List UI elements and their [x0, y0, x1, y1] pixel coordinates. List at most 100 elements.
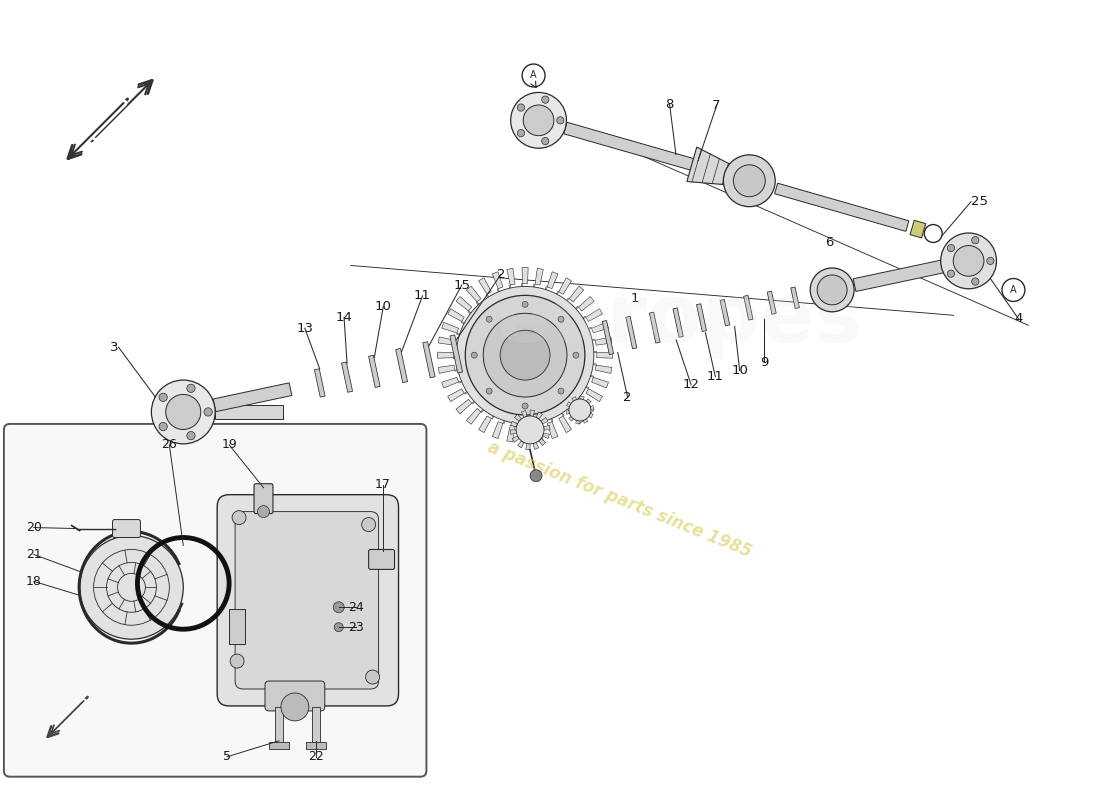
Polygon shape	[513, 436, 519, 442]
Circle shape	[280, 693, 309, 721]
Polygon shape	[522, 267, 528, 283]
Polygon shape	[472, 401, 475, 404]
Polygon shape	[535, 268, 543, 285]
Polygon shape	[575, 306, 579, 309]
Polygon shape	[492, 416, 494, 419]
Polygon shape	[368, 355, 381, 387]
Polygon shape	[551, 418, 553, 422]
Polygon shape	[542, 433, 550, 438]
Polygon shape	[563, 122, 703, 173]
Polygon shape	[453, 358, 456, 359]
Polygon shape	[597, 352, 613, 358]
Polygon shape	[459, 381, 462, 383]
Text: a passion for parts since 1985: a passion for parts since 1985	[485, 438, 755, 561]
Circle shape	[522, 403, 528, 409]
Text: 19: 19	[221, 438, 236, 451]
Polygon shape	[534, 442, 539, 450]
Circle shape	[530, 470, 542, 482]
Polygon shape	[503, 421, 505, 424]
Polygon shape	[450, 335, 463, 373]
Polygon shape	[543, 426, 550, 430]
Circle shape	[817, 275, 847, 305]
Circle shape	[940, 233, 997, 289]
Circle shape	[510, 93, 566, 148]
Polygon shape	[442, 322, 459, 333]
Polygon shape	[586, 389, 603, 402]
Circle shape	[257, 506, 270, 518]
Text: 20: 20	[26, 521, 42, 534]
Polygon shape	[586, 309, 603, 322]
Circle shape	[471, 352, 477, 358]
FancyBboxPatch shape	[235, 512, 378, 689]
Polygon shape	[588, 414, 593, 418]
Polygon shape	[466, 286, 481, 302]
Polygon shape	[583, 316, 586, 318]
Circle shape	[558, 388, 564, 394]
Polygon shape	[580, 396, 584, 399]
Polygon shape	[213, 383, 292, 412]
Polygon shape	[575, 420, 580, 424]
Polygon shape	[456, 333, 460, 335]
Text: 18: 18	[26, 575, 42, 588]
Polygon shape	[595, 365, 612, 374]
FancyBboxPatch shape	[265, 681, 324, 711]
Polygon shape	[579, 399, 594, 414]
Polygon shape	[566, 402, 571, 406]
Polygon shape	[686, 147, 741, 186]
Circle shape	[541, 96, 549, 103]
Polygon shape	[571, 406, 574, 409]
Polygon shape	[438, 365, 455, 374]
Circle shape	[558, 316, 564, 322]
Text: 8: 8	[666, 98, 674, 111]
Polygon shape	[315, 369, 326, 397]
Polygon shape	[526, 443, 530, 450]
Polygon shape	[539, 422, 541, 426]
Circle shape	[486, 316, 492, 322]
Circle shape	[232, 510, 246, 525]
Polygon shape	[478, 278, 492, 294]
Text: 15: 15	[453, 278, 471, 291]
Polygon shape	[572, 397, 576, 401]
Circle shape	[517, 130, 525, 137]
Polygon shape	[767, 291, 777, 314]
Circle shape	[465, 295, 585, 415]
Circle shape	[524, 105, 554, 136]
Circle shape	[811, 268, 854, 312]
Polygon shape	[603, 321, 614, 354]
Polygon shape	[626, 316, 637, 349]
Polygon shape	[535, 426, 543, 442]
Polygon shape	[456, 399, 472, 414]
Circle shape	[954, 246, 983, 276]
Polygon shape	[530, 410, 535, 416]
Polygon shape	[438, 352, 453, 358]
Polygon shape	[570, 409, 584, 424]
Text: 14: 14	[336, 311, 352, 324]
Circle shape	[734, 165, 766, 197]
Text: 10: 10	[375, 300, 392, 313]
Circle shape	[333, 602, 344, 613]
Circle shape	[517, 104, 525, 111]
Polygon shape	[442, 378, 459, 388]
Circle shape	[573, 352, 579, 358]
Circle shape	[187, 384, 195, 393]
Polygon shape	[521, 283, 522, 286]
Bar	[270, 742, 289, 749]
Text: 9: 9	[760, 356, 768, 369]
Circle shape	[947, 270, 955, 278]
Polygon shape	[534, 284, 535, 287]
Polygon shape	[569, 417, 573, 422]
Polygon shape	[580, 397, 582, 399]
Polygon shape	[510, 422, 517, 426]
Circle shape	[160, 422, 167, 430]
Polygon shape	[579, 297, 594, 311]
Polygon shape	[595, 337, 612, 345]
Text: 11: 11	[414, 290, 431, 302]
Bar	[311, 707, 320, 744]
Polygon shape	[448, 309, 464, 322]
Polygon shape	[468, 311, 471, 314]
Polygon shape	[854, 260, 946, 291]
Polygon shape	[497, 289, 499, 292]
Polygon shape	[548, 272, 558, 289]
FancyBboxPatch shape	[4, 424, 427, 777]
FancyBboxPatch shape	[254, 484, 273, 514]
